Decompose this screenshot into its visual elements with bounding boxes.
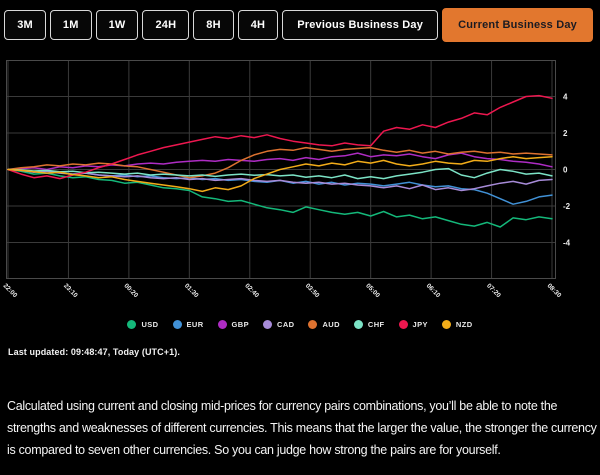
x-tick-label: 00:20: [122, 282, 139, 299]
legend-label: USD: [141, 320, 159, 329]
description-text: Calculated using current and closing mid…: [7, 399, 597, 457]
legend-label: EUR: [186, 320, 204, 329]
series-line-jpy: [7, 94, 553, 180]
chart-legend: USD EUR GBP CAD AUD CHF JPY NZD: [0, 320, 600, 329]
x-tick-label: 02:40: [243, 282, 260, 299]
legend-dot-icon: [398, 320, 408, 329]
timeframe-button-1m[interactable]: 1M: [49, 10, 92, 40]
timeframe-toolbar: 3M 1M 1W 24H 8H 4H Previous Business Day Curren…: [4, 8, 593, 42]
legend-dot-icon: [308, 320, 318, 329]
legend-item-jpy[interactable]: JPY: [398, 320, 428, 329]
series-line-chf: [7, 167, 553, 180]
legend-dot-icon: [127, 320, 137, 329]
legend-dot-icon: [217, 320, 227, 329]
series-line-nzd: [7, 155, 553, 193]
legend-item-gbp[interactable]: GBP: [217, 320, 249, 329]
timeframe-button-8h[interactable]: 8H: [193, 10, 234, 40]
legend-label: GBP: [231, 320, 249, 329]
x-tick-label: 01:30: [183, 282, 200, 299]
legend-item-aud[interactable]: AUD: [308, 320, 339, 329]
x-tick-label: 23:10: [62, 282, 79, 299]
y-tick-label: 2: [563, 129, 568, 138]
legend-label: AUD: [322, 320, 340, 329]
y-tick-label: -2: [563, 202, 571, 211]
series-line-eur: [7, 168, 553, 205]
timeframe-button-current-business-day[interactable]: Current Business Day: [442, 8, 593, 42]
x-tick-label: 07:20: [485, 282, 502, 299]
legend-label: JPY: [412, 320, 428, 329]
legend-item-cad[interactable]: CAD: [263, 320, 294, 329]
legend-dot-icon: [172, 320, 182, 329]
series-line-gbp: [7, 152, 553, 171]
legend-label: CAD: [277, 320, 295, 329]
legend-item-chf[interactable]: CHF: [353, 320, 385, 329]
series-line-usd: [7, 168, 553, 228]
series-line-cad: [7, 168, 553, 192]
timeframe-button-24h[interactable]: 24H: [142, 10, 190, 40]
last-updated-text: Last updated: 09:48:47, Today (UTC+1).: [8, 347, 180, 357]
legend-label: CHF: [367, 320, 385, 329]
legend-label: NZD: [455, 320, 473, 329]
timeframe-button-1w[interactable]: 1W: [95, 10, 139, 40]
timeframe-button-previous-business-day[interactable]: Previous Business Day: [282, 10, 439, 40]
y-tick-label: 4: [563, 93, 568, 102]
series-line-aud: [7, 146, 553, 179]
y-tick-label: 0: [563, 166, 568, 175]
x-tick-label: 03:50: [304, 282, 321, 299]
x-tick-label: 05:00: [364, 282, 381, 299]
legend-dot-icon: [353, 320, 363, 329]
legend-dot-icon: [263, 320, 272, 329]
x-tick-label: 06:10: [425, 282, 442, 299]
legend-item-eur[interactable]: EUR: [172, 320, 204, 329]
legend-dot-icon: [441, 320, 451, 329]
legend-item-nzd[interactable]: NZD: [441, 320, 473, 329]
strength-chart: 22:00 23:10 00:20 01:30 02:40 03:50 05:00 06:10…: [2, 60, 571, 299]
legend-item-usd[interactable]: USD: [127, 320, 158, 329]
x-tick-label: 22:00: [2, 282, 19, 299]
x-tick-label: 08:30: [546, 282, 563, 299]
timeframe-button-3m[interactable]: 3M: [4, 10, 46, 40]
y-tick-label: -4: [563, 239, 571, 248]
timeframe-button-4h[interactable]: 4H: [237, 10, 279, 40]
